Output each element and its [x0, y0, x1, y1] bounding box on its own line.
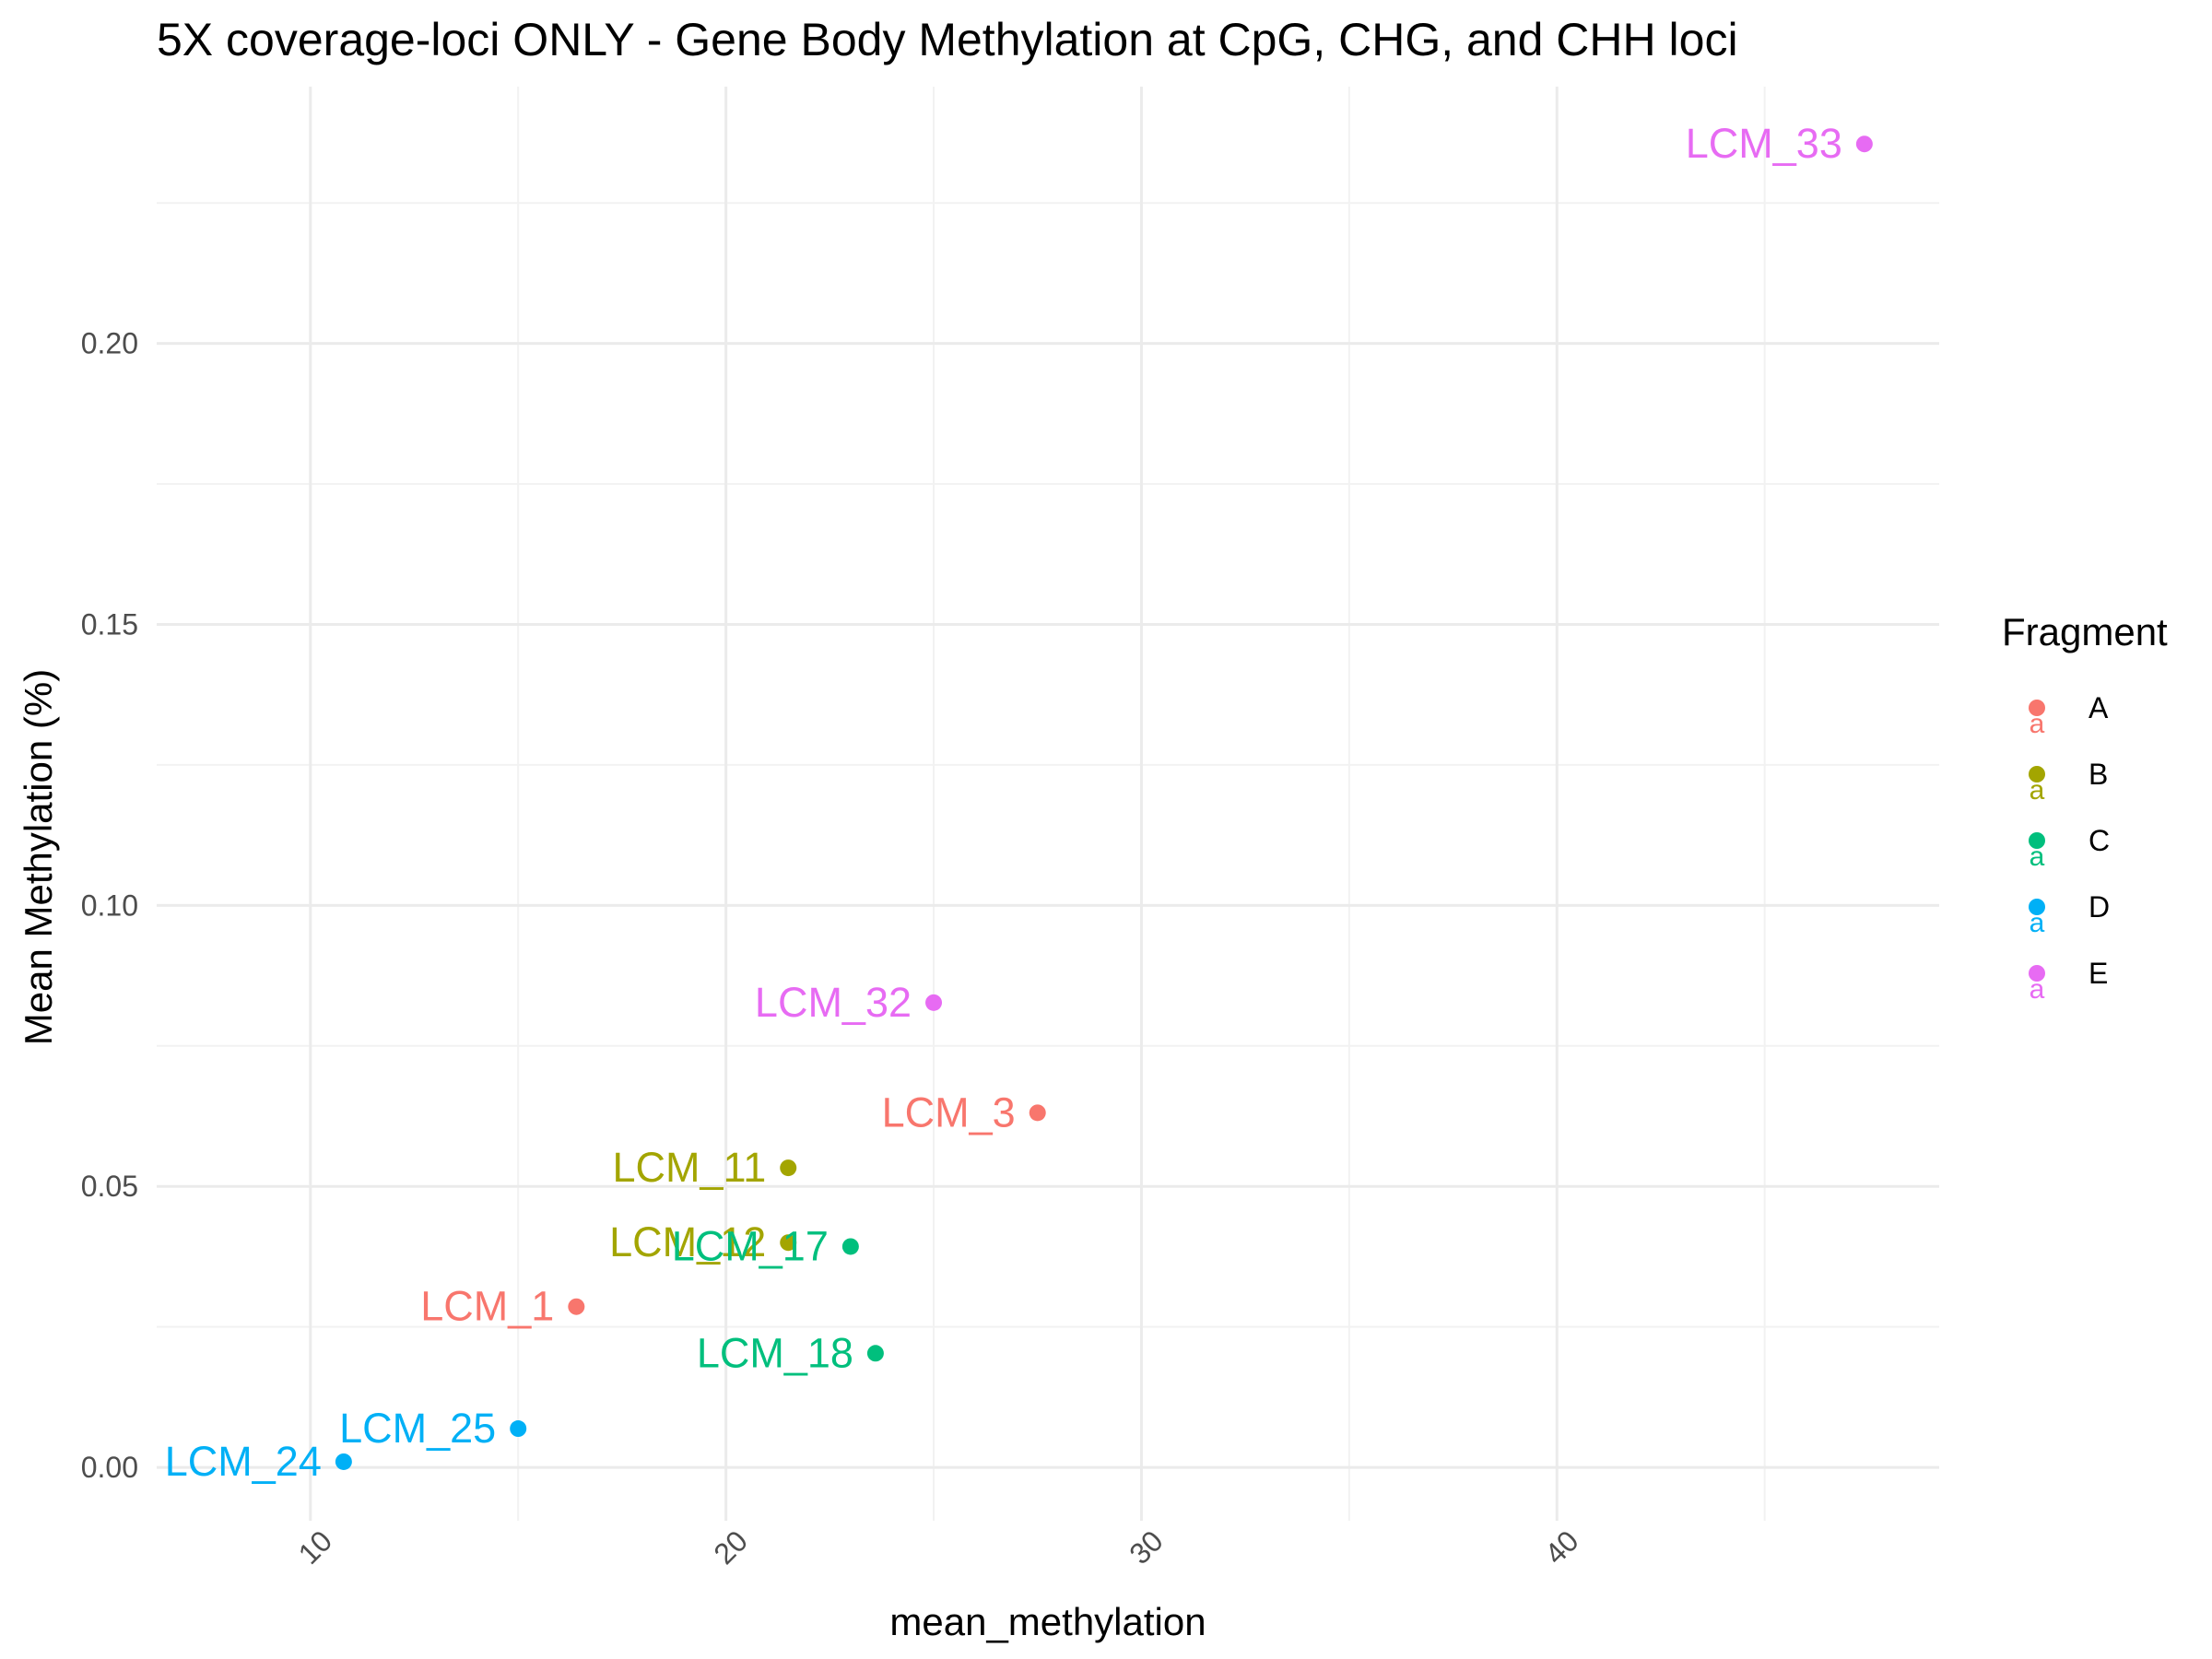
legend-label: C: [2088, 824, 2110, 857]
point-label: LCM_32: [755, 979, 912, 1026]
data-point: [568, 1298, 585, 1315]
data-point: [925, 994, 943, 1011]
legend: Fragment a Aa Ba Ca Da E: [2002, 610, 2168, 1005]
y-tick-label: 0.00: [81, 1451, 138, 1484]
point-label: LCM_33: [1686, 120, 1842, 167]
point-label: LCM_25: [339, 1405, 496, 1452]
legend-key-point: [2029, 965, 2045, 982]
x-axis-title: mean_methylation: [889, 1600, 1206, 1643]
data-point: [780, 1159, 797, 1177]
legend-key-glyph: a: [2030, 908, 2045, 938]
legend-key-glyph: a: [2030, 974, 2045, 1005]
point-label: LCM_18: [697, 1329, 853, 1376]
point-label: LCM_3: [882, 1088, 1016, 1135]
legend-key-glyph: a: [2030, 841, 2045, 872]
data-point: [510, 1420, 527, 1438]
data-point: [866, 1345, 884, 1362]
legend-key-point: [2029, 832, 2045, 849]
y-tick-label: 0.20: [81, 327, 138, 360]
legend-label: B: [2088, 758, 2108, 791]
legend-key-point: [2029, 700, 2045, 716]
legend-title: Fragment: [2002, 610, 2168, 653]
data-points: [335, 135, 1873, 1470]
legend-key-point: [2029, 899, 2045, 915]
point-label: LCM_12: [609, 1218, 766, 1265]
y-axis-ticks: 0.00 0.05 0.10 0.15 0.20: [81, 327, 138, 1484]
legend-key-glyph: a: [2030, 775, 2045, 806]
y-tick-label: 0.05: [81, 1170, 138, 1203]
point-label: LCM_1: [420, 1283, 554, 1330]
point-label: LCM_11: [612, 1144, 766, 1191]
legend-label: E: [2088, 957, 2108, 990]
y-axis-title: Mean Methylation (%): [17, 669, 60, 1046]
legend-label: A: [2088, 691, 2109, 724]
y-tick-label: 0.10: [81, 888, 138, 922]
legend-label: D: [2088, 890, 2110, 924]
data-point: [780, 1234, 797, 1252]
data-point: [1029, 1104, 1046, 1122]
point-label: LCM_17: [672, 1222, 829, 1269]
data-point: [335, 1453, 352, 1470]
grid-lines: [157, 87, 1939, 1521]
legend-key-glyph: a: [2030, 709, 2045, 739]
data-point: [1855, 135, 1873, 153]
chart-title: 5X coverage-loci ONLY - Gene Body Methyl…: [157, 14, 1738, 65]
legend-key-point: [2029, 766, 2045, 782]
point-label: LCM_24: [165, 1438, 322, 1485]
y-tick-label: 0.15: [81, 608, 138, 641]
legend-entries: a Aa Ba Ca Da E: [2029, 691, 2110, 1005]
data-point: [841, 1238, 859, 1255]
